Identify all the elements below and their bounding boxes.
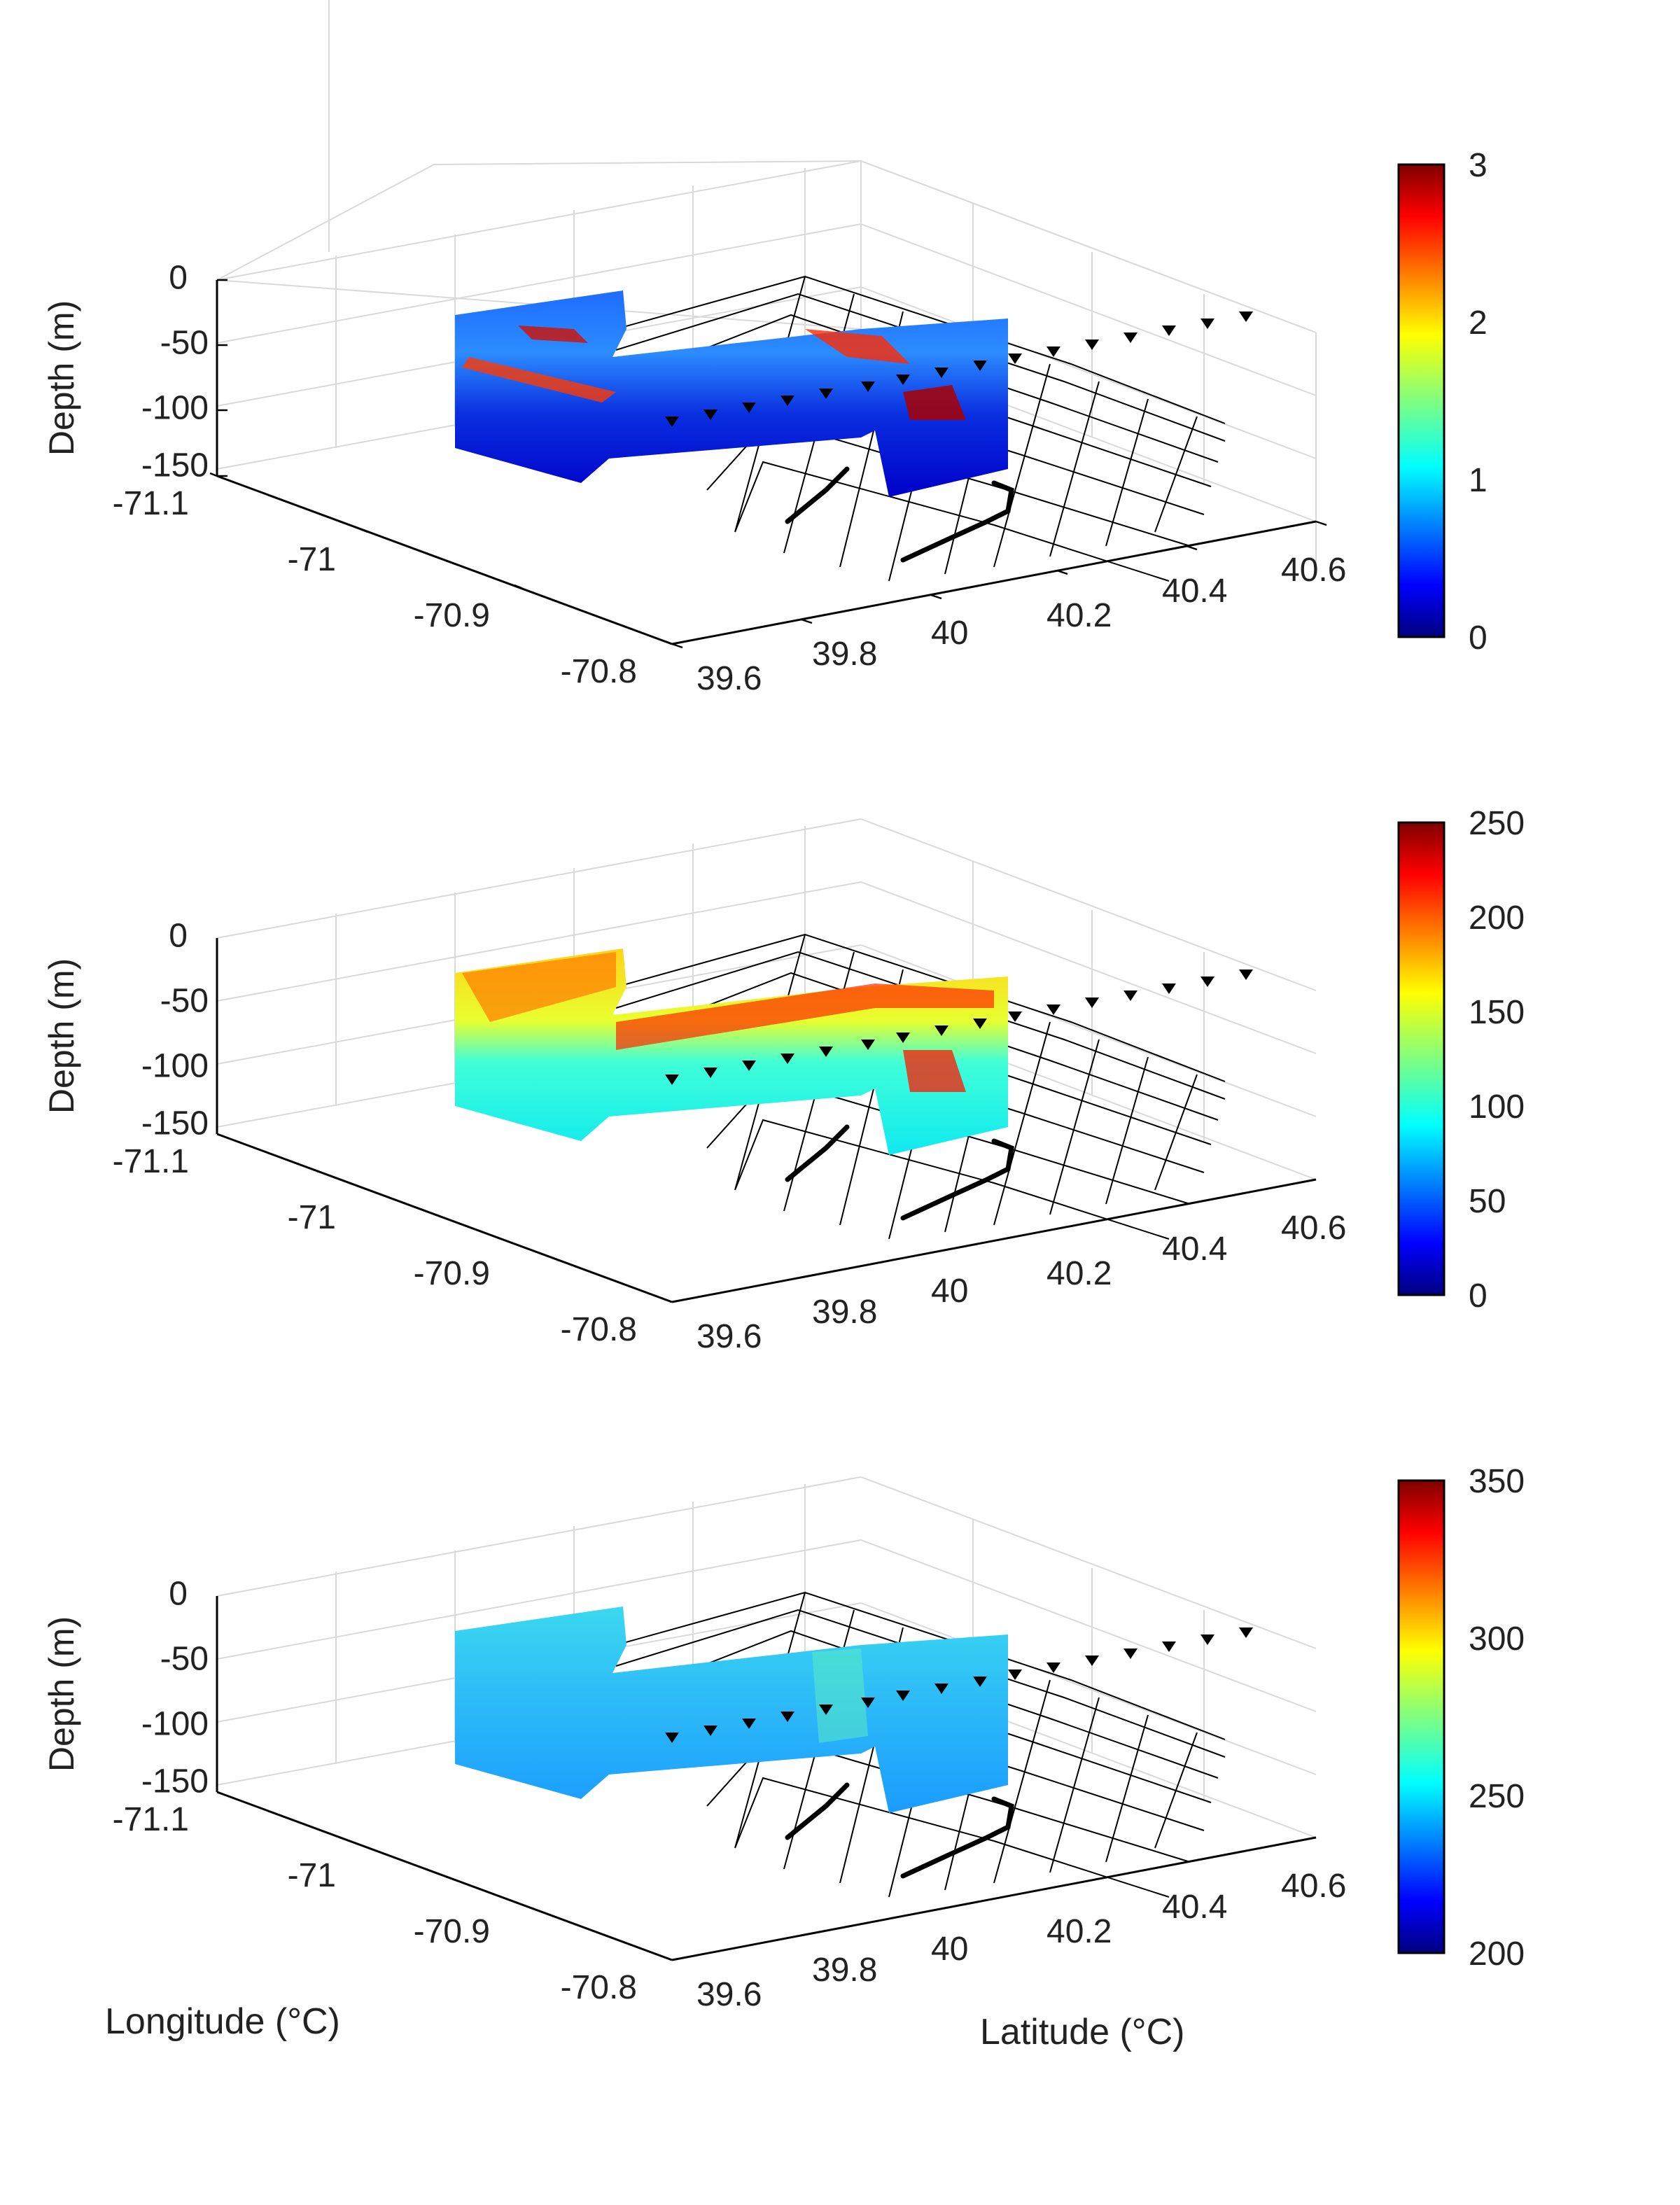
lon-tick-label: -70.9 xyxy=(414,1913,490,1950)
z-axis-label: Depth (m) xyxy=(42,1616,81,1772)
lat-tick-label: 40.6 xyxy=(1281,1210,1346,1247)
panel-1: 0 -50 -100 -150 Depth (m) -71.1 -71 -70.… xyxy=(42,0,1488,697)
z-tick-label: -50 xyxy=(160,983,209,1020)
lon-tick-label: -70.8 xyxy=(561,1311,637,1348)
box-edges xyxy=(216,280,1317,645)
section-wall xyxy=(455,1606,1008,1813)
colorbar-tick-label: 3 xyxy=(1469,147,1488,184)
z-tick-label: -100 xyxy=(141,1048,209,1085)
lon-tick-label: -70.8 xyxy=(561,1969,637,2006)
lat-tick-label: 39.6 xyxy=(696,1318,762,1355)
lon-tick-label: -71.1 xyxy=(113,1801,189,1838)
y-axis-label: Latitude (°C) xyxy=(980,2012,1184,2052)
z-tick-label: 0 xyxy=(169,1576,188,1613)
lat-tick-label: 40.4 xyxy=(1162,1889,1227,1926)
axes-box xyxy=(214,0,1317,564)
lon-tick-label: -71 xyxy=(288,541,336,578)
colorbar: 250 200 150 100 50 0 xyxy=(1397,805,1525,1315)
z-tick-label: -150 xyxy=(141,1105,209,1142)
x-axis-label: Longitude (°C) xyxy=(105,2001,340,2042)
lat-tick-label: 40.2 xyxy=(1046,597,1112,634)
lat-tick-label: 40.6 xyxy=(1281,1868,1346,1905)
lat-tick-label: 39.6 xyxy=(696,660,762,697)
lon-tick-label: -71 xyxy=(288,1857,336,1894)
z-axis-label: Depth (m) xyxy=(42,958,81,1114)
lat-tick-label: 40 xyxy=(931,1273,968,1310)
colorbar-tick-label: 0 xyxy=(1469,1278,1488,1315)
ship-track xyxy=(785,466,1014,563)
z-tick-label: -150 xyxy=(141,1763,209,1800)
lat-tick-label: 39.8 xyxy=(812,636,877,673)
lat-tick-label: 40 xyxy=(931,1931,968,1968)
lon-tick-label: -70.9 xyxy=(414,1255,490,1292)
box-edges xyxy=(216,1596,1317,1961)
lon-tick-label: -71 xyxy=(288,1199,336,1236)
z-tick-label: 0 xyxy=(169,918,188,955)
lat-tick-label: 40.2 xyxy=(1046,1255,1112,1292)
lat-tick-label: 40.4 xyxy=(1162,1231,1227,1268)
box-edges xyxy=(216,938,1317,1303)
panel-3: 0 -50 -100 -150 Depth (m) -71.1 -71 -70.… xyxy=(42,1463,1525,2013)
panel-2: 0 -50 -100 -150 Depth (m) -71.1 -71 -70.… xyxy=(42,805,1525,1355)
lat-tick-label: 40.6 xyxy=(1281,552,1346,589)
colorbar-tick-label: 1 xyxy=(1469,462,1488,499)
colorbar: 3 2 1 0 xyxy=(1397,147,1488,657)
z-tick-label: -50 xyxy=(160,1641,209,1678)
lon-ticks xyxy=(209,472,673,645)
lat-tick-label: 39.8 xyxy=(812,1952,877,1989)
z-tick-label: -100 xyxy=(141,390,209,427)
lon-tick-label: -71.1 xyxy=(113,1143,189,1180)
lon-tick-label: -71.1 xyxy=(113,485,189,522)
colorbar-tick-label: 150 xyxy=(1469,994,1525,1031)
z-axis-label: Depth (m) xyxy=(42,300,81,456)
z-ticks xyxy=(217,279,227,477)
z-tick-label: -50 xyxy=(160,325,209,362)
colorbar-tick-label: 2 xyxy=(1469,304,1488,342)
colorbar-tick-label: 0 xyxy=(1469,620,1488,657)
colorbar-tick-label: 200 xyxy=(1469,899,1525,937)
lat-tick-label: 40 xyxy=(931,615,968,652)
colorbar-tick-label: 300 xyxy=(1469,1620,1525,1658)
section-wall xyxy=(455,948,1008,1155)
lat-tick-label: 40.2 xyxy=(1046,1913,1112,1950)
section-wall xyxy=(455,290,1008,497)
colorbar-tick-label: 250 xyxy=(1469,1778,1525,1815)
colorbar-tick-label: 350 xyxy=(1469,1463,1525,1500)
z-tick-label: -150 xyxy=(141,447,209,484)
lon-tick-label: -70.9 xyxy=(414,597,490,634)
lat-tick-label: 39.8 xyxy=(812,1294,877,1331)
colorbar: 350 300 250 200 xyxy=(1397,1463,1525,1973)
ship-track xyxy=(785,1124,1014,1221)
colorbar-tick-label: 50 xyxy=(1469,1183,1506,1220)
z-tick-label: 0 xyxy=(169,260,188,297)
colorbar-tick-label: 200 xyxy=(1469,1935,1525,1973)
ship-track xyxy=(785,1782,1014,1879)
lat-ticks xyxy=(671,520,1327,649)
lon-tick-label: -70.8 xyxy=(561,653,637,690)
lat-tick-label: 39.6 xyxy=(696,1976,762,2013)
colorbar-tick-label: 250 xyxy=(1469,805,1525,842)
z-tick-label: -100 xyxy=(141,1706,209,1743)
colorbar-tick-label: 100 xyxy=(1469,1088,1525,1126)
lat-tick-label: 40.4 xyxy=(1162,573,1227,610)
